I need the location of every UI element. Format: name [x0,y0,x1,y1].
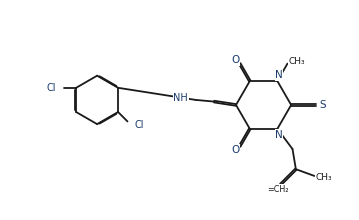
Text: NH: NH [173,93,188,103]
Text: N: N [275,130,283,139]
Text: Cl: Cl [46,83,56,93]
Text: S: S [319,100,326,110]
Text: CH₃: CH₃ [289,57,305,66]
Text: O: O [232,55,240,65]
Text: CH₃: CH₃ [316,173,332,182]
Text: N: N [275,70,283,80]
Text: O: O [232,145,240,155]
Text: =CH₂: =CH₂ [267,185,289,194]
Text: Cl: Cl [134,121,144,130]
